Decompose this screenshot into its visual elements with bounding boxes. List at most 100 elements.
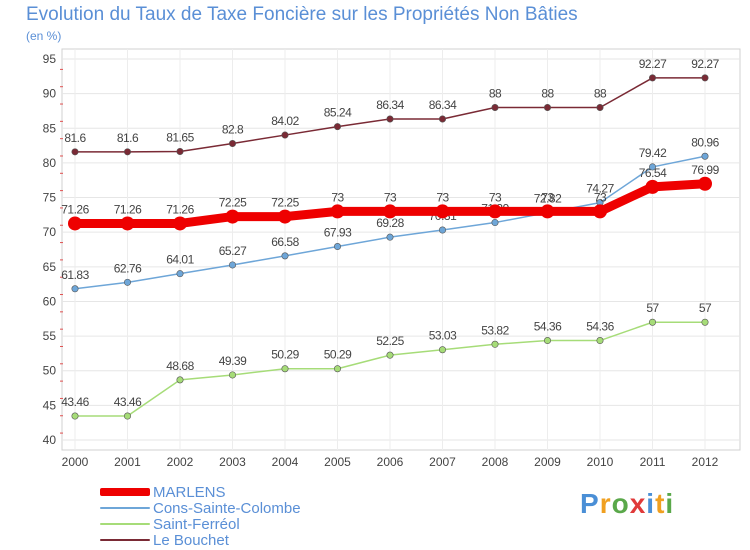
data-label: 54.36 bbox=[586, 320, 614, 334]
data-label: 86.34 bbox=[376, 98, 404, 112]
data-point bbox=[438, 346, 446, 354]
x-tick-label: 2003 bbox=[219, 455, 246, 469]
data-point bbox=[386, 233, 394, 241]
data-label: 73 bbox=[331, 190, 344, 204]
data-point bbox=[281, 252, 289, 260]
data-point bbox=[701, 74, 709, 82]
data-label: 73 bbox=[436, 190, 449, 204]
logo-letter: P bbox=[580, 488, 600, 519]
data-point bbox=[173, 216, 187, 231]
data-label: 48.68 bbox=[166, 359, 194, 373]
data-point bbox=[491, 340, 499, 348]
data-point bbox=[645, 179, 660, 194]
y-tick-label: 65 bbox=[43, 260, 57, 274]
chart-title: Evolution du Taux de Taxe Foncière sur l… bbox=[26, 4, 578, 25]
data-point bbox=[71, 412, 79, 420]
data-label: 43.46 bbox=[61, 395, 89, 409]
data-point bbox=[278, 209, 292, 224]
x-tick-label: 2011 bbox=[640, 455, 666, 469]
data-point bbox=[229, 140, 237, 148]
chart-unit-label: (en %) bbox=[26, 29, 62, 43]
series-saint-ferr-ol: 43.46 43.46 48.68 49.39 50.29 50.29 52.25 53.03… bbox=[61, 301, 712, 420]
legend-swatch bbox=[100, 523, 150, 525]
data-label: 71.26 bbox=[114, 202, 142, 216]
y-tick-label: 45 bbox=[43, 398, 57, 412]
data-label: 72.25 bbox=[219, 196, 247, 210]
data-point bbox=[333, 365, 341, 373]
data-label: 80.96 bbox=[691, 135, 719, 149]
data-label: 73 bbox=[384, 190, 397, 204]
legend-label: Cons-Sainte-Colombe bbox=[153, 499, 301, 517]
series-cons-sainte-colombe: 61.8362.7664.0165.2766.5867.9369.2870.31… bbox=[61, 135, 720, 293]
y-tick-label: 70 bbox=[43, 225, 57, 239]
legend-item: MARLENS bbox=[100, 483, 301, 501]
data-label: 50.29 bbox=[271, 348, 299, 362]
data-label: 54.36 bbox=[534, 320, 562, 334]
y-tick-label: 80 bbox=[43, 156, 57, 170]
x-tick-label: 2001 bbox=[114, 455, 141, 469]
logo-letter: i bbox=[646, 488, 656, 519]
data-label: 67.93 bbox=[324, 226, 352, 240]
legend-swatch bbox=[100, 539, 150, 541]
x-tick-label: 2005 bbox=[324, 455, 351, 469]
data-point bbox=[648, 163, 656, 171]
data-label: 84.02 bbox=[271, 114, 299, 128]
data-point bbox=[596, 103, 604, 111]
data-point bbox=[176, 270, 184, 278]
data-point bbox=[488, 204, 502, 219]
data-point bbox=[386, 351, 394, 359]
series-le-bouchet: 81.6 81.6 81.65 82.8 84.02 85.24 86.34 86.34 88 8… bbox=[64, 57, 720, 156]
data-point bbox=[383, 204, 397, 219]
data-point bbox=[176, 147, 184, 155]
series-marlens: 71.26 71.26 71.26 72.25 72.25 73 73 73 73 73 73 76.… bbox=[61, 163, 720, 231]
data-label: 72.82 bbox=[534, 192, 562, 206]
data-point bbox=[333, 243, 341, 251]
data-label: 81.65 bbox=[166, 130, 194, 144]
data-point bbox=[491, 103, 499, 111]
data-label: 71.26 bbox=[166, 202, 194, 216]
data-label: 69.28 bbox=[376, 216, 404, 230]
data-label: 49.39 bbox=[219, 354, 247, 368]
data-label: 92.27 bbox=[639, 57, 667, 71]
data-label: 76.54 bbox=[639, 166, 667, 180]
y-tick-label: 55 bbox=[43, 329, 57, 343]
data-label: 88 bbox=[594, 86, 607, 100]
data-label: 57 bbox=[699, 301, 712, 315]
x-tick-label: 2010 bbox=[587, 455, 614, 469]
y-tick-label: 90 bbox=[43, 87, 57, 101]
logo-letter: i bbox=[665, 488, 675, 519]
data-point bbox=[124, 148, 132, 156]
logo-letter: r bbox=[599, 488, 612, 519]
data-point bbox=[648, 318, 656, 326]
data-point bbox=[281, 131, 289, 139]
data-label: 82.8 bbox=[222, 123, 244, 137]
x-tick-label: 2004 bbox=[272, 455, 299, 469]
data-point bbox=[648, 74, 656, 82]
data-label: 53.82 bbox=[481, 323, 509, 337]
data-point bbox=[330, 204, 345, 219]
legend-label: Le Bouchet bbox=[153, 531, 229, 549]
legend-swatch bbox=[100, 488, 150, 496]
x-tick-label: 2012 bbox=[692, 455, 719, 469]
data-point bbox=[229, 261, 237, 269]
legend-swatch bbox=[100, 507, 150, 509]
x-tick-label: 2009 bbox=[534, 455, 561, 469]
legend-label: Saint-Ferréol bbox=[153, 515, 240, 533]
y-tick-label: 85 bbox=[43, 121, 57, 135]
data-point bbox=[698, 176, 712, 191]
data-point bbox=[596, 337, 604, 345]
y-tick-label: 95 bbox=[43, 52, 57, 66]
data-point bbox=[176, 376, 184, 384]
data-point bbox=[281, 365, 289, 373]
data-label: 65.27 bbox=[219, 244, 247, 258]
data-point bbox=[124, 412, 132, 420]
data-point bbox=[491, 219, 499, 227]
legend-label: MARLENS bbox=[153, 483, 226, 501]
data-label: 43.46 bbox=[114, 395, 142, 409]
data-point bbox=[71, 148, 79, 156]
y-tick-label: 75 bbox=[43, 191, 57, 205]
y-tick-label: 50 bbox=[43, 364, 57, 378]
data-point bbox=[593, 204, 607, 219]
